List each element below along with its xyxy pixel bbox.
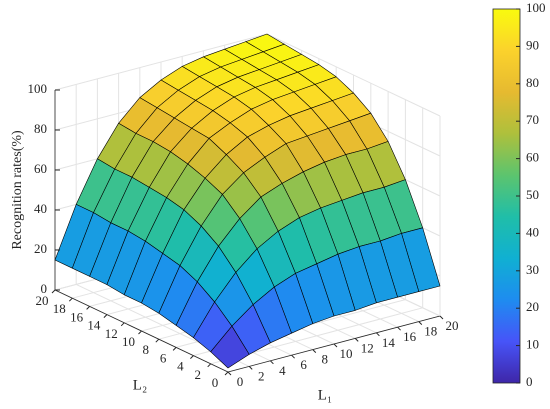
colorbar-tick-label: 10: [526, 337, 539, 352]
x-tick-label: 6: [300, 357, 307, 372]
z-tick-label: 100: [28, 81, 48, 96]
colorbar-tick-label: 90: [526, 37, 539, 52]
tick-mark: [333, 343, 338, 348]
colorbar-gradient: [492, 8, 521, 384]
x-tick-label: 0: [237, 374, 244, 389]
z-tick-label: 60: [34, 161, 47, 176]
colorbar-tick-label: 100: [526, 0, 546, 15]
colorbar-tick-label: 40: [526, 224, 539, 239]
grid-line: [210, 107, 424, 365]
tick-mark: [155, 338, 160, 343]
z-tick-label: 20: [34, 241, 47, 256]
colorbar-tick-label: 50: [526, 187, 539, 202]
tick-mark: [224, 371, 229, 376]
tick-mark: [397, 326, 401, 331]
y-tick-label: 14: [87, 318, 101, 333]
y-tick-label: 0: [212, 375, 219, 390]
colorbar-tick-label: 30: [526, 262, 539, 277]
tick-mark: [227, 371, 232, 376]
y-tick-label: 2: [194, 367, 201, 382]
tick-mark: [312, 349, 317, 353]
z-tick-label: 0: [41, 281, 48, 296]
tick-mark: [291, 354, 295, 359]
tick-mark: [172, 347, 177, 351]
colorbar-tick-label: 80: [526, 75, 539, 90]
tick-mark: [103, 314, 108, 318]
tick-mark: [248, 366, 253, 370]
tick-mark: [354, 338, 359, 342]
colorbar-tick-label: 0: [526, 374, 533, 389]
z-tick-label: 80: [34, 121, 47, 136]
tick-mark: [120, 322, 125, 327]
surface: [54, 33, 441, 369]
x-tick-label: 18: [424, 324, 437, 339]
z-axis-title: Recognition rates(%): [10, 130, 25, 250]
colorbar-tick-label: 20: [526, 299, 539, 314]
tick-mark: [86, 306, 90, 310]
y-tick-label: 12: [105, 326, 118, 341]
tick-mark: [418, 321, 423, 325]
surface-cell: [210, 325, 250, 369]
z-tick-label: 40: [34, 201, 47, 216]
tick-mark: [376, 332, 380, 337]
y-tick-label: 10: [122, 334, 135, 349]
x-tick-label: 2: [258, 368, 265, 383]
tick-mark: [207, 363, 212, 368]
colorbar: 0 10 20 30 40 50 60 70 80 90 100: [492, 0, 546, 389]
tick-mark: [270, 360, 274, 365]
y-tick-label: 16: [70, 309, 84, 324]
x-tick-label: 10: [340, 346, 353, 361]
x-tick-label: 12: [361, 340, 374, 355]
x-tick-label: 4: [279, 363, 286, 378]
x-tick-label: 8: [322, 352, 329, 367]
x-tick-label: 14: [382, 335, 396, 350]
y-tick-label: 6: [160, 350, 167, 365]
tick-mark: [439, 315, 444, 320]
x-tick-label: 20: [446, 318, 459, 333]
tick-mark: [51, 289, 56, 294]
tick-mark: [68, 297, 73, 302]
y-tick-label: 4: [177, 359, 184, 374]
y-tick-label: 20: [36, 293, 49, 308]
x-tick-label: 16: [403, 329, 417, 344]
colorbar-tick-label: 60: [526, 150, 539, 165]
colorbar-tick-label: 70: [526, 112, 539, 127]
y-tick-label: 18: [53, 301, 66, 316]
y-axis-title: L₂: [133, 377, 147, 393]
y-tick-label: 8: [143, 342, 150, 357]
tick-mark: [190, 355, 194, 359]
x-axis-title: L₁: [318, 387, 332, 403]
tick-mark: [138, 330, 142, 335]
